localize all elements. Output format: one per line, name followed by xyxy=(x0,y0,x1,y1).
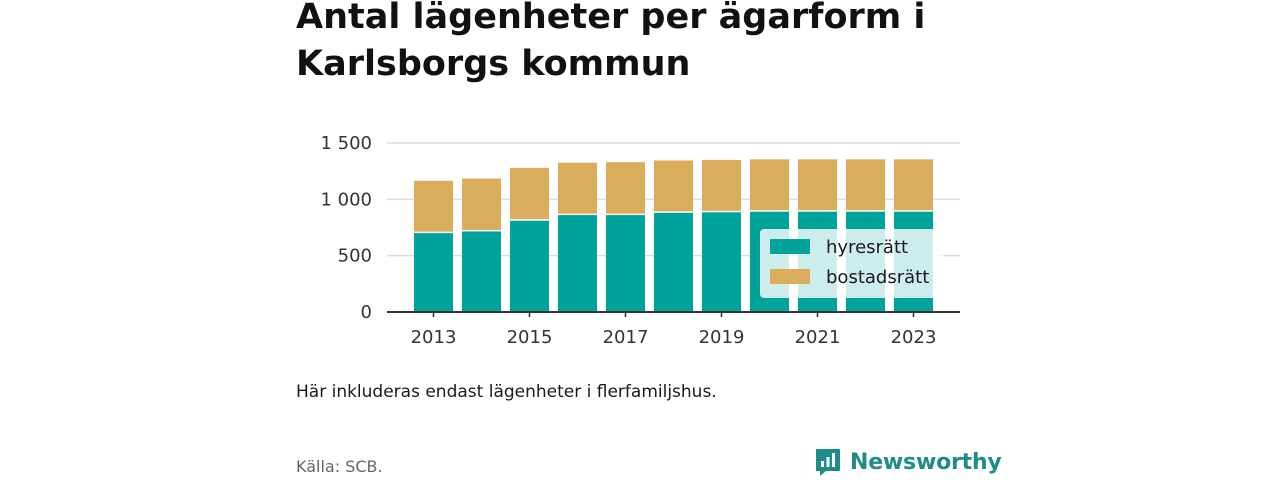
bar-bostadsratt xyxy=(750,159,789,211)
brand-name: Newsworthy xyxy=(850,449,1002,475)
newsworthy-logo-icon xyxy=(816,449,840,476)
bar-bostadsratt xyxy=(894,159,933,211)
legend-label: hyresrätt xyxy=(826,237,908,258)
chart-title: Antal lägenheter per ägarform i Karlsbor… xyxy=(296,0,926,84)
bar-bostadsratt xyxy=(654,160,693,212)
bar-bostadsratt xyxy=(846,159,885,211)
bar-bostadsratt xyxy=(414,180,453,232)
bar-hyresratt xyxy=(462,231,501,312)
source-text: Källa: SCB. xyxy=(296,457,383,476)
bar-hyresratt xyxy=(654,212,693,312)
bar-hyresratt xyxy=(414,233,453,312)
bar-bostadsratt xyxy=(558,162,597,214)
y-tick-label: 1 500 xyxy=(320,133,372,154)
x-tick-label: 2015 xyxy=(507,327,553,348)
x-tick-label: 2013 xyxy=(411,327,457,348)
x-tick-label: 2021 xyxy=(795,327,841,348)
x-tick-label: 2017 xyxy=(603,327,649,348)
bar-bostadsratt xyxy=(606,162,645,214)
y-tick-label: 1 000 xyxy=(320,189,372,210)
bar-hyresratt xyxy=(606,215,645,312)
x-axis-ticks: 2013 2015 2017 2019 2021 2023 xyxy=(411,312,937,348)
bar-hyresratt xyxy=(702,212,741,312)
y-tick-label: 500 xyxy=(338,246,372,267)
bar-bostadsratt xyxy=(510,167,549,220)
y-tick-label: 0 xyxy=(361,302,372,323)
bar-bostadsratt xyxy=(462,178,501,230)
newsworthy-logo: Newsworthy xyxy=(814,446,1002,478)
legend: hyresrätt bostadsrätt xyxy=(760,229,943,298)
bar-hyresratt xyxy=(510,220,549,312)
bar-bostadsratt xyxy=(702,159,741,211)
legend-swatch xyxy=(770,239,810,254)
x-tick-label: 2023 xyxy=(891,327,937,348)
bars xyxy=(414,159,933,312)
bar-bostadsratt xyxy=(798,159,837,211)
legend-swatch xyxy=(770,269,810,284)
x-tick-label: 2019 xyxy=(699,327,745,348)
chart-note: Här inkluderas endast lägenheter i flerf… xyxy=(296,382,717,402)
bar-hyresratt xyxy=(558,215,597,312)
legend-label: bostadsrätt xyxy=(826,267,929,288)
y-axis-ticks: 0 500 1 000 1 500 xyxy=(320,133,372,323)
